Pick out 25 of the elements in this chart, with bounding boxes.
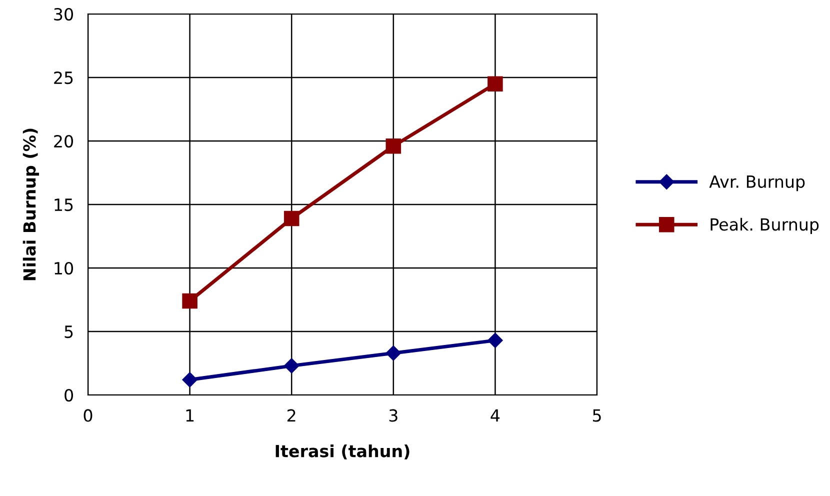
y-tick-label: 15 xyxy=(54,198,73,212)
y-axis-title: Nilai Burnup (%) xyxy=(22,128,40,280)
point xyxy=(386,138,402,154)
point xyxy=(488,76,503,92)
point xyxy=(488,332,503,348)
x-tick-label: 5 xyxy=(592,409,601,422)
legend-label: Avr. Burnup xyxy=(709,176,805,192)
y-tick-label: 0 xyxy=(64,388,74,402)
y-tick-label: 5 xyxy=(64,326,73,338)
x-tick-label: 0 xyxy=(84,409,92,422)
x-tick-label: 3 xyxy=(389,409,398,422)
y-tick-label: 10 xyxy=(54,262,74,275)
x-tick-label: 2 xyxy=(288,409,296,422)
x-tick-label: 1 xyxy=(186,409,194,422)
point xyxy=(182,372,198,388)
y-tick-label: 20 xyxy=(54,134,74,148)
point xyxy=(284,358,300,374)
x-axis-title: Iterasi (tahun) xyxy=(276,444,410,460)
y-tick-label: 30 xyxy=(54,8,74,21)
point xyxy=(284,210,300,226)
legend-label: Peak. Burnup xyxy=(710,218,819,234)
y-tick-label: 25 xyxy=(54,71,73,84)
point xyxy=(182,293,198,309)
point xyxy=(386,346,401,361)
x-tick-label: 4 xyxy=(490,409,500,422)
